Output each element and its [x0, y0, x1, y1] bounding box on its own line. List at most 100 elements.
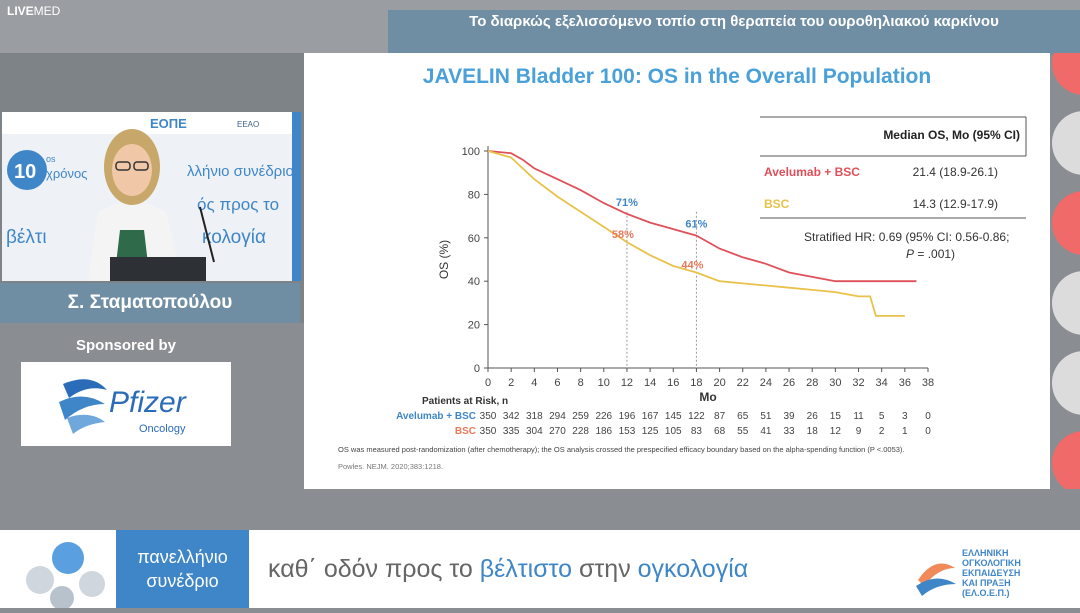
risk-cell: 228: [572, 426, 589, 437]
x-tick-label: 16: [667, 377, 679, 389]
congress-label: πανελλήνιο συνέδριο: [116, 530, 249, 608]
risk-cell: 5: [879, 411, 885, 422]
svg-text:ός προς το: ός προς το: [197, 195, 279, 214]
risk-cell: 11: [853, 411, 864, 422]
svg-text:βέλτι: βέλτι: [6, 227, 47, 248]
risk-cell: 226: [595, 411, 612, 422]
risk-cell: 9: [856, 426, 862, 437]
eeao-text: EEAO: [237, 120, 259, 129]
x-tick-label: 34: [876, 377, 888, 389]
risk-cell: 125: [642, 426, 659, 437]
svg-text:10: 10: [14, 161, 36, 183]
risk-cell: 3: [902, 411, 908, 422]
risk-cell: 294: [549, 411, 566, 422]
y-tick-label: 60: [468, 233, 480, 245]
anniversary-badge: [7, 150, 47, 190]
risk-cell: 318: [526, 411, 543, 422]
risk-cell: 145: [665, 411, 682, 422]
eloep-org-name: ΕΛΛΗΝΙΚΗ ΟΓΚΟΛΟΓΙΚΗ ΕΚΠΑΙΔΕΥΣΗ ΚΑΙ ΠΡΑΞΗ…: [962, 548, 1021, 598]
risk-cell: 196: [619, 411, 636, 422]
risk-cell: 350: [480, 411, 497, 422]
data-label: 61%: [685, 219, 707, 231]
x-tick-label: 2: [508, 377, 514, 389]
table-header: Median OS, Mo (95% CI): [883, 128, 1020, 142]
speaker-face: [112, 144, 152, 196]
data-label: 58%: [612, 229, 634, 241]
x-tick-label: 28: [806, 377, 818, 389]
livemed-logo: LIVEMED: [7, 4, 61, 18]
risk-cell: 65: [737, 411, 749, 422]
congress-slogan: καθ΄ οδόν προς το βέλτιστο στην ογκολογί…: [268, 555, 749, 583]
legend-name: Avelumab + BSC: [764, 165, 860, 179]
risk-cell: 167: [642, 411, 659, 422]
sponsored-by-label: Sponsored by: [75, 337, 176, 354]
risk-cell: 51: [760, 411, 772, 422]
risk-cell: 335: [503, 426, 520, 437]
y-tick-label: 40: [468, 276, 480, 288]
x-tick-label: 8: [578, 377, 584, 389]
x-tick-label: 4: [531, 377, 537, 389]
data-label: 71%: [616, 197, 638, 209]
series-line-2: [487, 150, 905, 317]
risk-cell: 68: [714, 426, 726, 437]
y-tick-label: 0: [474, 363, 480, 375]
svg-text:λλήνιο συνέδριο: λλήνιο συνέδριο: [187, 163, 294, 180]
x-tick-label: 20: [713, 377, 725, 389]
svg-text:Oncology: Oncology: [139, 423, 186, 435]
pfizer-swoosh-icon: [63, 379, 107, 398]
slide-title: JAVELIN Bladder 100: OS in the Overall P…: [422, 65, 932, 88]
speaker-name: Σ. Σταματοπούλου: [0, 283, 300, 323]
risk-cell: 2: [879, 426, 885, 437]
microphone: [199, 206, 215, 263]
x-tick-label: 30: [829, 377, 841, 389]
series-line-1: [487, 150, 917, 283]
risk-cell: 122: [688, 411, 705, 422]
svg-text:os: os: [46, 154, 56, 164]
eope-text: ΕΟΠΕ: [150, 116, 187, 131]
risk-cell: 87: [714, 411, 726, 422]
citation: Powles. NEJM. 2020;383:1218.: [338, 462, 443, 471]
x-tick-label: 14: [644, 377, 656, 389]
risk-cell: 55: [737, 426, 749, 437]
hazard-ratio: Stratified HR: 0.69 (95% CI: 0.56-0.86;: [804, 230, 1009, 244]
molecule-graphic: [26, 542, 105, 610]
y-axis-label: OS (%): [437, 240, 451, 279]
risk-cell: 0: [925, 426, 931, 437]
y-tick-label: 80: [468, 189, 480, 201]
footnote: OS was measured post-randomization (afte…: [338, 445, 905, 454]
risk-cell: 12: [830, 426, 842, 437]
decorative-circles: [1052, 53, 1080, 489]
x-tick-label: 18: [690, 377, 702, 389]
pfizer-logo: Pfizer Oncology: [21, 362, 231, 446]
legend-name: BSC: [764, 197, 790, 211]
risk-title: Patients at Risk, n: [422, 396, 508, 407]
data-label: 44%: [681, 260, 703, 272]
x-tick-label: 10: [598, 377, 610, 389]
x-axis-label: Mo: [699, 390, 716, 404]
svg-text:Pfizer: Pfizer: [109, 386, 187, 419]
risk-row-label: BSC: [455, 426, 476, 437]
x-tick-label: 24: [760, 377, 772, 389]
podium: [110, 257, 206, 281]
eloep-logo-icon: [916, 563, 956, 596]
risk-cell: 186: [595, 426, 612, 437]
risk-cell: 26: [807, 411, 819, 422]
risk-cell: 15: [830, 411, 842, 422]
risk-cell: 18: [807, 426, 819, 437]
svg-text:χρόνος: χρόνος: [46, 166, 87, 181]
risk-cell: 39: [783, 411, 795, 422]
risk-row-label: Avelumab + BSC: [396, 411, 476, 422]
presentation-slide: JAVELIN Bladder 100: OS in the Overall P…: [304, 53, 1050, 489]
risk-cell: 153: [619, 426, 636, 437]
header-bar: [388, 10, 1080, 55]
x-tick-label: 12: [621, 377, 633, 389]
risk-cell: 259: [572, 411, 589, 422]
x-tick-label: 26: [783, 377, 795, 389]
risk-cell: 33: [783, 426, 795, 437]
x-tick-label: 32: [852, 377, 864, 389]
risk-cell: 342: [503, 411, 520, 422]
risk-cell: 350: [480, 426, 497, 437]
speaker-video: ΕΟΠΕ EEAO 10 os χρόνος λλήνιο συνέδριο ό…: [2, 112, 301, 281]
legend-value: 14.3 (12.9-17.9): [913, 197, 998, 211]
